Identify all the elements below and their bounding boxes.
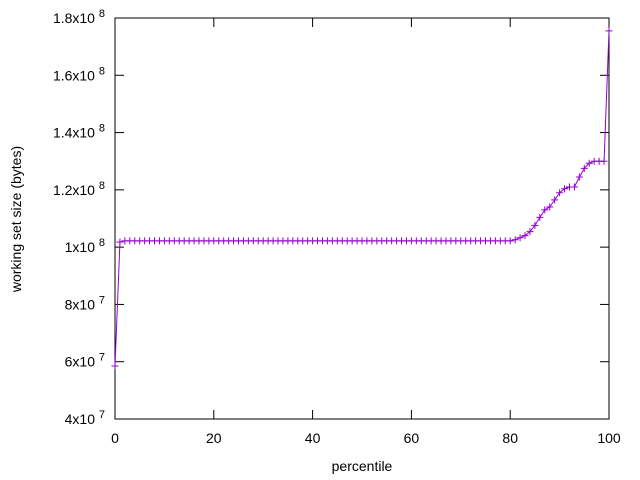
data-point [561,185,569,193]
y-tick-label: 1x10 8 [65,237,105,255]
x-tick-label: 20 [206,430,222,446]
data-point [575,173,583,181]
y-tick-exponent: 7 [99,294,105,306]
data-point [551,196,559,204]
data-point [511,236,519,244]
data-point [506,237,514,245]
y-tick-exponent: 8 [99,180,105,192]
y-tick-mantissa: 1.8x10 [53,10,95,26]
y-tick-label: 4x10 7 [65,409,105,427]
y-tick-exponent: 7 [99,352,105,364]
data-point [116,238,124,246]
series-line [114,30,610,367]
ticks [114,17,610,420]
x-tick-label: 100 [597,430,621,446]
data-point [605,27,613,35]
x-tick-label: 0 [111,430,119,446]
series-group [111,27,613,370]
data-point [521,232,529,240]
y-tick-mantissa: 8x10 [65,296,96,312]
y-tick-exponent: 8 [99,8,105,20]
data-point [526,228,534,236]
y-tick-label: 1.8x10 8 [53,8,105,26]
x-tick-label: 40 [305,430,321,446]
y-axis-label: working set size (bytes) [8,146,24,293]
x-axis-label: percentile [332,458,393,474]
y-tick-label: 6x10 7 [65,352,105,370]
y-tick-exponent: 8 [99,65,105,77]
data-point [531,221,539,229]
x-tick-label: 80 [502,430,518,446]
y-tick-mantissa: 1.4x10 [53,125,95,141]
data-point [556,189,564,197]
y-tick-mantissa: 1.2x10 [53,182,95,198]
data-point [516,234,524,242]
y-tick-exponent: 8 [99,123,105,135]
y-tick-mantissa: 1.6x10 [53,67,95,83]
y-tick-exponent: 8 [99,237,105,249]
plot-frame [114,17,610,420]
data-point [570,183,578,191]
x-tick-label: 60 [404,430,420,446]
y-tick-mantissa: 6x10 [65,354,96,370]
data-point [111,362,119,370]
y-tick-label: 8x10 7 [65,294,105,312]
y-tick-mantissa: 4x10 [65,411,96,427]
data-point [600,157,608,165]
data-point [546,203,554,211]
y-tick-label: 1.6x10 8 [53,65,105,83]
data-point [585,159,593,167]
data-point [541,206,549,214]
y-tick-label: 1.2x10 8 [53,180,105,198]
y-tick-label: 1.4x10 8 [53,123,105,141]
y-tick-mantissa: 1x10 [65,239,96,255]
data-point [536,213,544,221]
data-point [580,164,588,172]
y-tick-exponent: 7 [99,409,105,421]
